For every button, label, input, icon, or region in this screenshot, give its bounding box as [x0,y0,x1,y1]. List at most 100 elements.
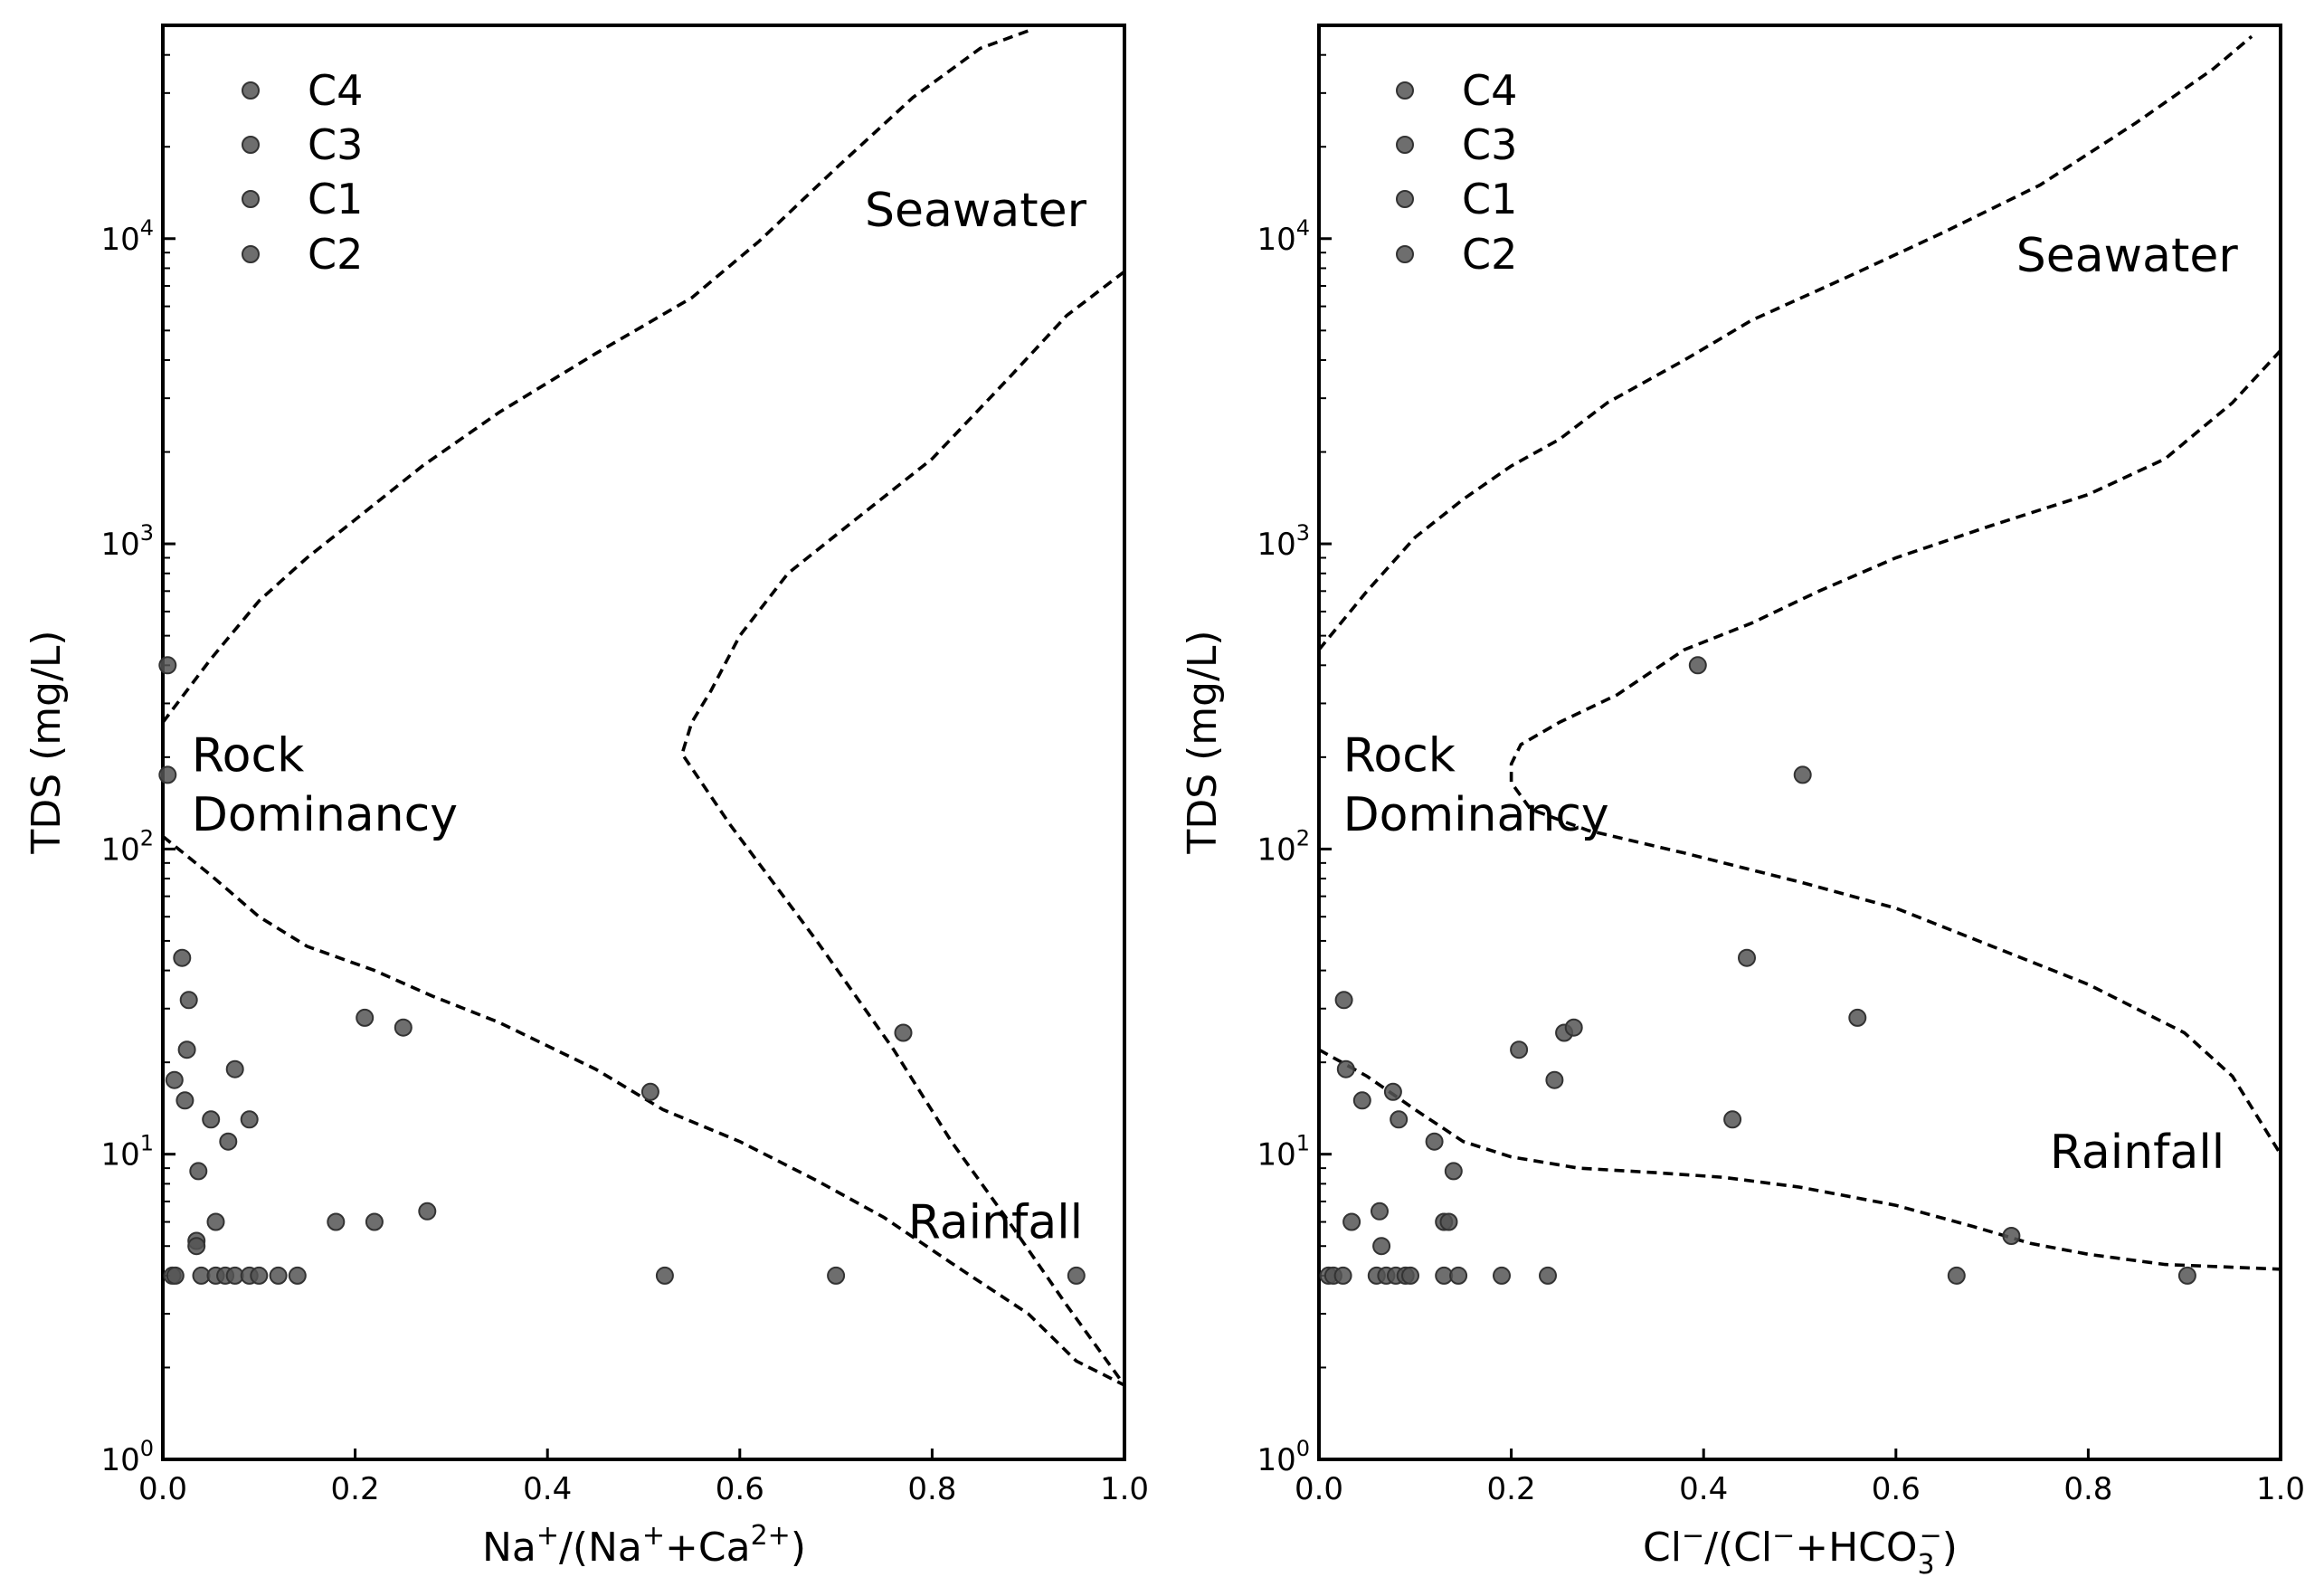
gibbs-boundaries [1317,34,2282,1271]
data-point [2002,1227,2021,1245]
data-point [655,1266,674,1285]
data-point [1334,991,1353,1010]
data-point [1342,1212,1361,1231]
y-axis-label: TDS (mg/L) [1180,630,1226,854]
x-axis-label: Cl−/(Cl−+HCO3−) [1643,1520,1958,1581]
x-tick-label: 1.0 [2256,1471,2305,1507]
data-point [175,1091,194,1110]
boundary-line-lower [161,835,1125,1387]
y-tick-label: 101 [1257,1131,1310,1173]
region-label: Rock [192,728,304,783]
x-tick-label: 0.4 [1679,1471,1728,1507]
legend-marker [1396,190,1414,208]
data-point [418,1202,437,1221]
data-point [288,1266,307,1285]
boundary-line-lower [1318,1048,2281,1271]
legend: C4 C3 C1 C2 [242,66,363,279]
legend-marker [242,245,260,263]
x-tick-label: 0.2 [1487,1471,1536,1507]
data-point [1401,1266,1419,1285]
data-point [250,1266,269,1285]
y-tick-label: 102 [1257,825,1310,868]
legend-marker [1396,245,1414,263]
data-point [202,1110,221,1129]
data-point [158,656,177,675]
y-tick-label: 100 [1257,1436,1310,1478]
y-tick-label: 103 [100,520,154,563]
data-point [1947,1266,1966,1285]
data-point [2177,1266,2196,1285]
data-point [1439,1212,1458,1231]
legend-label-c3: C3 [1462,120,1517,169]
y-axis-label: TDS (mg/L) [24,630,70,854]
data-point [269,1266,288,1285]
x-tick-label: 1.0 [1100,1471,1149,1507]
x-tick-label: 0.6 [1872,1471,1921,1507]
y-tick-label: 101 [100,1131,154,1173]
data-point [1425,1132,1444,1151]
data-point [179,991,198,1010]
data-point [219,1132,238,1151]
plot-frame [1317,24,2282,1461]
data-point [894,1023,913,1042]
gibbs-boundaries [161,29,1126,1387]
data-point [1333,1266,1352,1285]
data-point [1067,1266,1086,1285]
region-label: Seawater [2016,229,2239,283]
legend-label-c3: C3 [308,120,363,169]
data-point [173,948,192,967]
legend-marker [242,190,260,208]
data-point [1372,1237,1391,1256]
data-point [1688,656,1707,675]
legend-marker [1396,136,1414,154]
legend-label-c1: C1 [308,175,363,223]
boundary-line-outer [680,270,1126,1387]
data-point [165,1070,184,1089]
legend: C4 C3 C1 C2 [1396,66,1517,279]
y-tick-label: 104 [1257,215,1310,258]
data-point [1390,1110,1409,1129]
data-point [158,765,177,784]
legend-label-c4: C4 [308,66,363,115]
data-point [1444,1162,1463,1181]
x-tick-label: 0.2 [331,1471,380,1507]
data-point [1383,1082,1402,1101]
legend-label-c4: C4 [1462,66,1517,115]
x-tick-label: 0.8 [907,1471,956,1507]
panel-na-ratio: 0.0 0.2 0.4 0.6 0.8 1.0 100 101 102 103 104 C4 C3 … [24,24,1149,1571]
data-point [1793,765,1812,784]
data-points [1319,656,2196,1285]
y-tick-label: 104 [100,215,154,258]
x-tick-label: 0.8 [2063,1471,2112,1507]
x-axis-label: Na+/(Na++Ca2+) [482,1520,806,1571]
data-point [327,1212,346,1231]
data-point [189,1162,208,1181]
region-label: Rainfall [2050,1126,2224,1180]
plot-frame [161,24,1126,1461]
region-label: Rainfall [908,1196,1083,1250]
axis-ticks: 0.0 0.2 0.4 0.6 0.8 1.0 100 101 102 103 104 [100,24,1149,1507]
legend-marker [242,136,260,154]
y-tick-label: 100 [100,1436,154,1478]
y-tick-label: 103 [1257,520,1310,563]
data-point [1738,948,1756,967]
legend-label-c1: C1 [1462,175,1517,223]
data-point [827,1266,846,1285]
data-point [365,1212,384,1231]
region-label: Seawater [865,184,1087,238]
x-tick-label: 0.0 [1295,1471,1343,1507]
data-point [187,1237,206,1256]
data-point [1493,1266,1511,1285]
data-point [1545,1070,1564,1089]
data-point [356,1008,375,1027]
data-point [177,1040,196,1059]
legend-marker [242,81,260,100]
data-point [394,1018,413,1037]
data-point [1723,1110,1742,1129]
data-point [240,1110,259,1129]
legend-marker [1396,81,1414,100]
x-tick-label: 0.6 [716,1471,764,1507]
